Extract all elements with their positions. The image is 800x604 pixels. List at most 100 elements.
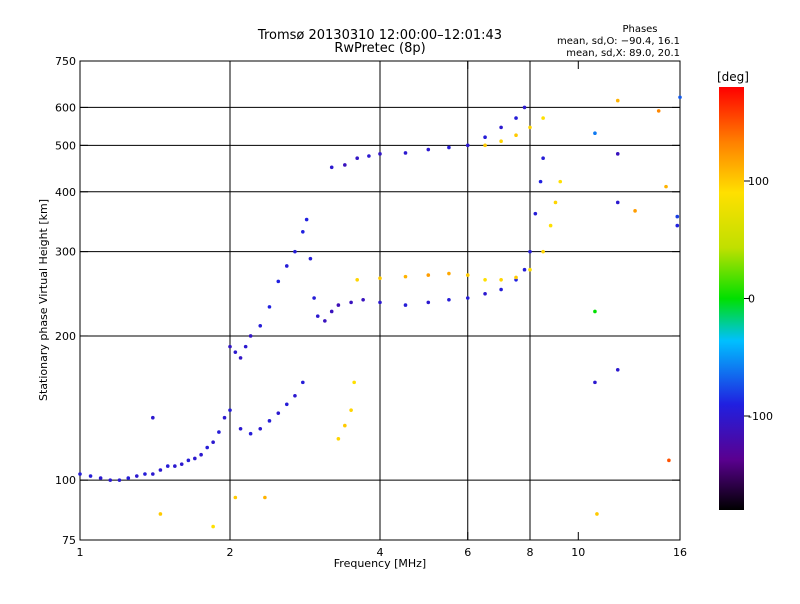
- data-point: [426, 273, 431, 277]
- y-tick-label: 100: [55, 474, 76, 487]
- x-tick-label: 1: [77, 546, 84, 559]
- data-point: [352, 380, 356, 385]
- x-tick-label: 4: [377, 546, 384, 559]
- data-point: [499, 287, 503, 292]
- data-point: [465, 296, 470, 300]
- colorbar-ticks: 100 0 -100: [744, 175, 773, 423]
- colorbar: [719, 87, 744, 510]
- data-point: [548, 223, 553, 228]
- y-tick-label: 200: [55, 330, 76, 343]
- x-tick-label: 10: [571, 546, 585, 559]
- colorbar-tick-label: -100: [748, 410, 773, 423]
- data-point: [378, 300, 382, 305]
- y-tick-label: 500: [55, 139, 76, 152]
- data-point: [228, 344, 232, 349]
- data-point: [541, 116, 545, 120]
- data-point: [593, 380, 597, 385]
- data-point: [267, 305, 272, 309]
- data-point: [656, 109, 661, 113]
- x-tick-label: 8: [527, 546, 534, 559]
- axis-ticks: [79, 60, 681, 541]
- data-point: [633, 209, 637, 213]
- data-point: [284, 264, 289, 268]
- data-point: [355, 277, 359, 282]
- x-tick-label: 6: [464, 546, 471, 559]
- x-axis-label: Frequency [MHz]: [334, 557, 426, 570]
- data-point: [126, 476, 131, 480]
- chart-title: Tromsø 20130310 12:00:00–12:01:43: [257, 28, 502, 43]
- data-point: [483, 143, 487, 148]
- data-point: [228, 408, 232, 412]
- data-point: [293, 394, 297, 398]
- data-point: [173, 464, 177, 468]
- colorbar-tick-label: 100: [748, 175, 769, 188]
- y-tick-label: 300: [55, 246, 76, 259]
- x-tick-labels: 1 2 4 6 8 10 16: [77, 546, 688, 559]
- data-point: [308, 256, 313, 261]
- data-point: [483, 135, 487, 139]
- data-point: [222, 415, 227, 420]
- data-point: [165, 464, 170, 468]
- data-point: [312, 296, 316, 300]
- data-point: [447, 271, 451, 276]
- data-point: [276, 411, 281, 415]
- data-point: [538, 179, 543, 184]
- data-point: [349, 408, 353, 412]
- data-point: [179, 462, 184, 466]
- data-point: [199, 452, 203, 457]
- data-point: [426, 147, 431, 152]
- data-point: [615, 200, 620, 205]
- colorbar-tick-label: 0: [748, 293, 755, 306]
- data-point: [186, 458, 191, 463]
- data-point: [541, 249, 545, 254]
- data-point: [499, 139, 503, 144]
- data-point: [151, 415, 155, 420]
- data-point: [78, 472, 82, 476]
- grid-lines: [80, 61, 680, 540]
- y-tick-label: 75: [62, 534, 76, 547]
- data-point: [343, 163, 347, 167]
- colorbar-label: [deg]: [717, 70, 749, 84]
- phase-stats-o: mean, sd,O: −90.4, 16.1: [557, 36, 680, 47]
- data-point: [263, 495, 267, 500]
- data-point: [378, 152, 382, 156]
- data-point: [258, 324, 263, 328]
- data-point: [233, 495, 238, 500]
- data-point: [499, 125, 503, 130]
- data-point: [355, 156, 359, 161]
- data-point: [248, 334, 253, 338]
- data-point: [98, 476, 103, 480]
- data-point: [675, 223, 680, 228]
- data-point: [465, 143, 470, 148]
- data-point: [276, 279, 281, 284]
- data-point: [117, 478, 122, 482]
- data-point: [667, 458, 671, 463]
- data-point: [465, 273, 470, 277]
- data-point: [533, 211, 538, 216]
- data-point: [615, 152, 620, 156]
- data-point: [158, 468, 163, 472]
- data-point: [558, 179, 563, 184]
- data-point: [553, 200, 558, 205]
- phase-stats-title: Phases: [622, 24, 657, 35]
- data-point: [293, 249, 297, 254]
- data-point: [233, 350, 238, 354]
- data-point: [108, 478, 113, 482]
- data-point: [403, 303, 408, 307]
- data-point: [499, 277, 503, 282]
- data-point: [483, 291, 487, 296]
- chart-subtitle: RwPretec (8p): [334, 41, 425, 56]
- data-point: [678, 95, 682, 100]
- data-point: [378, 276, 382, 281]
- data-point: [211, 524, 215, 529]
- data-point: [134, 474, 139, 478]
- data-point: [403, 274, 408, 279]
- data-point: [615, 367, 620, 372]
- data-point: [336, 436, 341, 441]
- data-point: [267, 419, 272, 423]
- data-point: [323, 319, 327, 323]
- data-point: [304, 217, 309, 222]
- data-point: [541, 156, 545, 161]
- data-point: [528, 249, 532, 254]
